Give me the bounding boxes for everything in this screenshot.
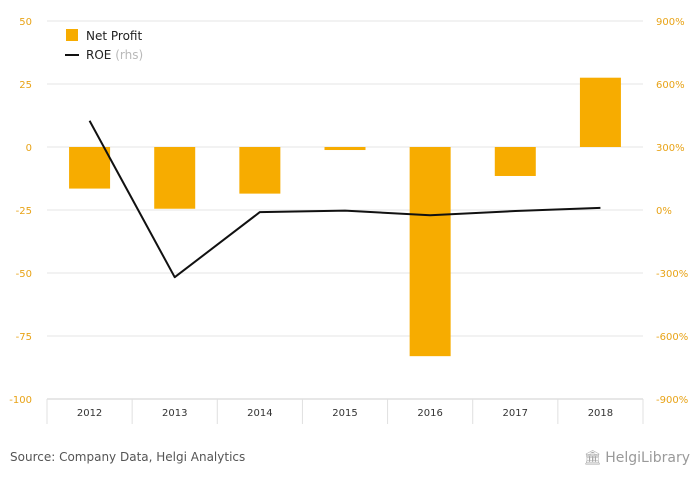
bar-net-profit — [239, 147, 281, 194]
y-tick-right: -300% — [656, 269, 688, 280]
y-tick-left: 25 — [19, 80, 32, 91]
x-tick-label: 2015 — [332, 408, 357, 419]
bar-net-profit — [324, 147, 366, 151]
y-tick-right: -600% — [656, 332, 688, 343]
y-tick-left: -50 — [16, 269, 32, 280]
y-tick-right: 600% — [656, 80, 685, 91]
y-tick-left: -100 — [9, 395, 32, 406]
bar-net-profit — [69, 147, 111, 189]
bar-net-profit — [154, 147, 196, 209]
library-building-icon: 🏛 — [583, 450, 602, 466]
chart-svg: 50 25 0 -25 -50 -75 -100 900% 600% 300% 0% -300% -60… — [9, 17, 688, 424]
y-tick-right: 300% — [656, 143, 685, 154]
legend-label-roe: ROE (rhs) — [86, 48, 143, 62]
legend-suffix-rhs: (rhs) — [115, 48, 143, 62]
y-tick-left: 0 — [26, 143, 32, 154]
bar-net-profit — [579, 77, 621, 147]
x-tick-label: 2012 — [77, 408, 102, 419]
y-tick-right: -900% — [656, 395, 688, 406]
logo-text: HelgiLibrary — [605, 450, 690, 466]
y-tick-left: -75 — [16, 332, 32, 343]
y-tick-right: 900% — [656, 17, 685, 28]
x-tick-label: 2016 — [417, 408, 442, 419]
y-tick-right: 0% — [656, 206, 672, 217]
source-note: Source: Company Data, Helgi Analytics — [10, 450, 246, 464]
x-tick-label: 2013 — [162, 408, 187, 419]
y-tick-left: 50 — [19, 17, 32, 28]
y-tick-left: -25 — [16, 206, 32, 217]
x-tick-label: 2014 — [247, 408, 272, 419]
helgi-library-logo[interactable]: 🏛 HelgiLibrary — [583, 450, 690, 466]
line-roe — [88, 120, 601, 279]
bar-net-profit — [409, 147, 451, 357]
x-tick-label: 2018 — [588, 408, 613, 419]
bar-net-profit — [494, 147, 536, 176]
legend-swatch-net-profit — [66, 29, 78, 41]
x-tick-label: 2017 — [503, 408, 528, 419]
legend-label-net-profit: Net Profit — [86, 29, 142, 43]
